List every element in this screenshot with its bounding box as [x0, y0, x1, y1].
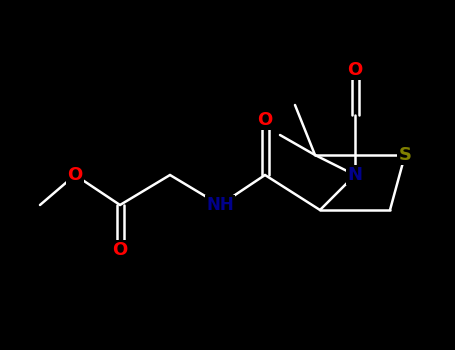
Text: N: N — [348, 166, 363, 184]
Text: O: O — [258, 111, 273, 129]
Text: NH: NH — [206, 196, 234, 214]
Text: O: O — [67, 166, 83, 184]
Text: S: S — [399, 146, 411, 164]
Text: O: O — [347, 61, 363, 79]
Text: O: O — [112, 241, 127, 259]
